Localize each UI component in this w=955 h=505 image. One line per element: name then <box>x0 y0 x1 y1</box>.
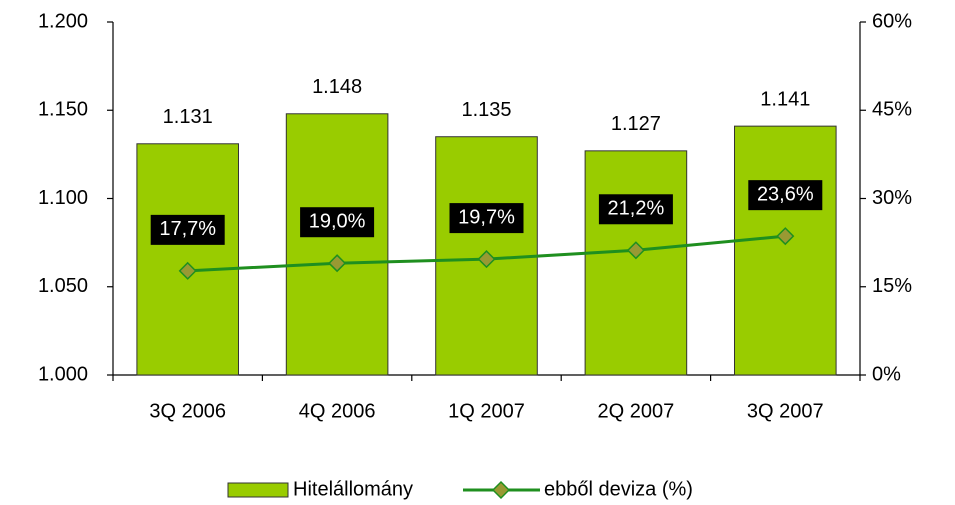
bar <box>136 143 239 376</box>
y2-tick-label: 45% <box>872 99 912 121</box>
legend-label: ebből deviza (%) <box>544 478 693 500</box>
bar <box>584 150 688 376</box>
y-tick-label: 1.000 <box>38 363 88 385</box>
value-label-box <box>748 180 823 211</box>
x-tick-label: 4Q 2006 <box>299 400 376 422</box>
y2-tick-label: 60% <box>872 10 912 32</box>
bar-value-label: 1.135 <box>461 99 511 121</box>
value-label-box <box>300 207 375 238</box>
line-value-label: 17,7% <box>159 218 216 240</box>
bar <box>734 125 837 376</box>
bar <box>285 113 389 376</box>
line-value-label: 21,2% <box>608 198 665 220</box>
value-label-box <box>449 203 524 234</box>
legend-swatch <box>227 482 289 498</box>
bar-value-label: 1.148 <box>312 76 362 98</box>
legend-label: Hitelállomány <box>293 478 413 500</box>
value-label-box <box>598 194 673 225</box>
x-tick-label: 2Q 2007 <box>598 400 675 422</box>
y-tick-label: 1.050 <box>38 275 88 297</box>
y-tick-label: 1.150 <box>38 99 88 121</box>
bar-value-label: 1.141 <box>760 88 810 110</box>
y-tick-label: 1.100 <box>38 187 88 209</box>
bar-value-label: 1.131 <box>163 106 213 128</box>
x-tick-label: 3Q 2006 <box>149 400 226 422</box>
line-value-label: 19,0% <box>309 210 366 232</box>
marker <box>178 261 197 280</box>
marker <box>776 227 795 246</box>
line-value-label: 23,6% <box>757 183 814 205</box>
marker <box>477 250 496 269</box>
y-tick-label: 1.200 <box>38 10 88 32</box>
marker <box>328 254 347 273</box>
y2-tick-label: 0% <box>872 363 901 385</box>
x-tick-label: 3Q 2007 <box>747 400 824 422</box>
x-tick-label: 1Q 2007 <box>448 400 525 422</box>
marker <box>626 241 645 260</box>
y2-tick-label: 15% <box>872 275 912 297</box>
value-label-box <box>150 214 225 245</box>
bar-value-label: 1.127 <box>611 113 661 135</box>
legend-marker <box>491 480 511 500</box>
y2-tick-label: 30% <box>872 187 912 209</box>
line-value-label: 19,7% <box>458 206 515 228</box>
